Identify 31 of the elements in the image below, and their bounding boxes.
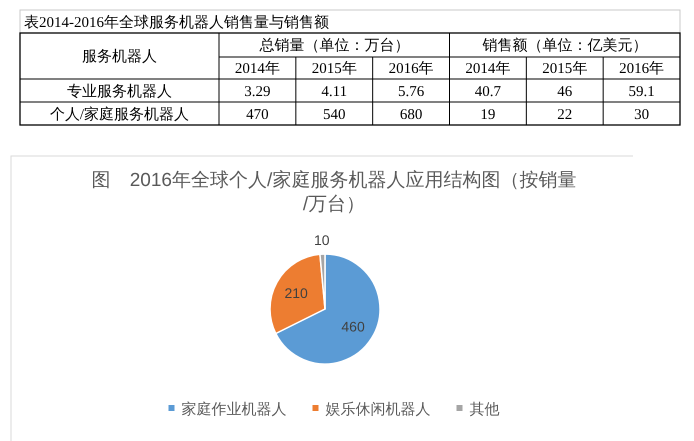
category-label: 2015年 bbox=[312, 60, 357, 77]
category-label: 2016年 bbox=[619, 60, 664, 77]
category-label: 2014年 bbox=[234, 60, 280, 77]
text: 表2014-2016年全球服务机器人销售量与销售额 bbox=[24, 14, 329, 31]
text: 服务机器人 bbox=[82, 48, 157, 65]
data-label: 40.7 bbox=[474, 84, 502, 100]
data-label: 680 bbox=[400, 107, 422, 123]
legend-label: 家庭作业机器人 bbox=[182, 401, 286, 418]
legend-label: 其他 bbox=[470, 401, 500, 418]
data-label: 10 bbox=[314, 232, 330, 248]
data-label: 46 bbox=[557, 84, 573, 100]
text: 个人/家庭服务机器人 bbox=[50, 106, 190, 123]
chart-title: 图 2016年全球个人/家庭服务机器人应用结构图（按销量/万台） bbox=[92, 169, 576, 215]
data-label: 4.11 bbox=[321, 84, 348, 100]
data-label: 59.1 bbox=[628, 84, 655, 100]
data-label: 460 bbox=[341, 318, 365, 334]
data-label: 3.29 bbox=[244, 84, 271, 100]
data-label: 210 bbox=[284, 284, 308, 301]
legend-label: 娱乐休闲机器人 bbox=[326, 401, 430, 418]
data-label: 470 bbox=[246, 107, 269, 123]
data-label: 22 bbox=[557, 107, 572, 123]
data-label: 30 bbox=[634, 107, 650, 123]
data-label: 540 bbox=[323, 107, 346, 123]
data-label: 5.76 bbox=[398, 84, 425, 100]
category-label: 2016年 bbox=[388, 60, 434, 77]
data-label: 19 bbox=[480, 107, 496, 123]
category-label: 2014年 bbox=[465, 60, 510, 77]
category-label: 2015年 bbox=[542, 60, 588, 77]
text: 销售额（单位：亿美元） bbox=[481, 37, 648, 54]
text: 总销量（单位：万台） bbox=[258, 37, 410, 54]
text: 专业服务机器人 bbox=[67, 83, 172, 100]
